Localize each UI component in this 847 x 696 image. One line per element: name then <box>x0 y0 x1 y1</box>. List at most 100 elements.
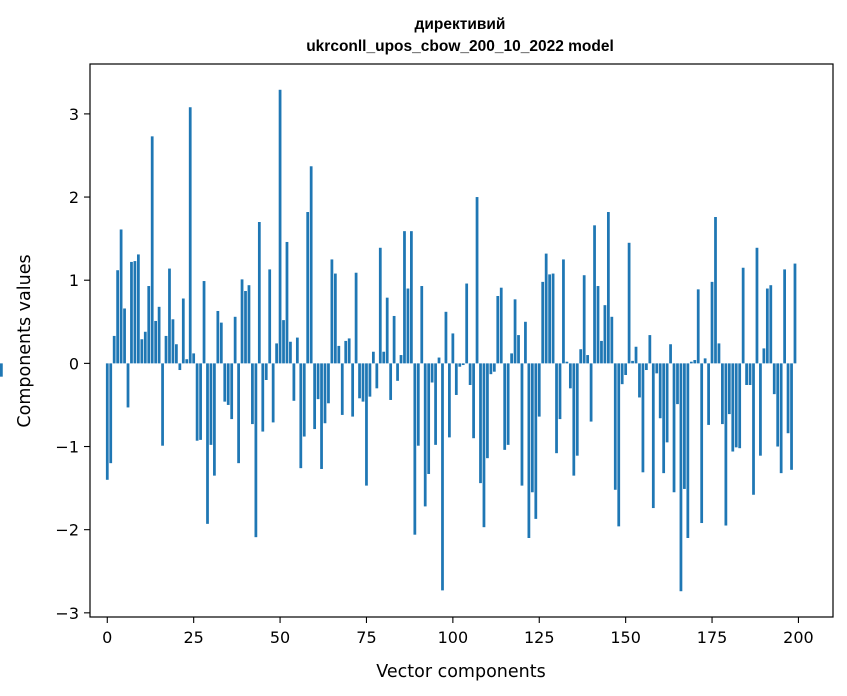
bar-29 <box>206 363 209 524</box>
bar-92 <box>423 363 427 507</box>
bar-81 <box>385 297 389 364</box>
bar-105 <box>468 363 472 385</box>
bar-64 <box>327 363 330 404</box>
bar-24 <box>188 107 192 364</box>
bar-194 <box>776 363 780 447</box>
bar-100 <box>451 333 455 364</box>
bar-140 <box>589 363 593 422</box>
bar-166 <box>679 363 683 592</box>
bar-3 <box>116 270 120 364</box>
bar-132 <box>562 259 565 364</box>
bar-26 <box>195 363 199 441</box>
bar-176 <box>714 217 717 364</box>
bar-107 <box>475 197 479 364</box>
bar-146 <box>610 316 614 364</box>
bar-59 <box>309 166 313 364</box>
bar-36 <box>230 363 234 420</box>
bar-103 <box>461 363 465 366</box>
bar-9 <box>137 254 140 364</box>
bar-191 <box>765 288 769 364</box>
bar-53 <box>289 341 292 364</box>
y-tick-label: 2 <box>69 188 79 207</box>
plot-area-frame <box>89 63 834 618</box>
bar-50 <box>278 89 282 364</box>
bar-14 <box>154 320 158 364</box>
bar-0 <box>105 363 109 480</box>
bar-65 <box>330 259 334 364</box>
bar-113 <box>496 296 500 364</box>
bar-128 <box>548 274 551 364</box>
bar-69 <box>344 340 348 364</box>
bar-136 <box>575 363 579 456</box>
x-tick-label: 125 <box>524 628 555 647</box>
bar-164 <box>672 363 676 493</box>
bar-155 <box>641 363 645 473</box>
x-axis-ticks: 0 25 50 75 100 125 150 175 200 <box>102 617 814 647</box>
bar-21 <box>178 363 182 371</box>
bar-119 <box>517 335 520 364</box>
bar-54 <box>292 363 296 401</box>
bar-114 <box>499 287 503 364</box>
bar-168 <box>686 363 690 538</box>
bar-23 <box>185 359 189 364</box>
bar-44 <box>257 222 261 364</box>
bar-71 <box>351 363 355 417</box>
bar-45 <box>261 363 265 432</box>
bar-82 <box>389 363 393 400</box>
bar-49 <box>275 343 278 364</box>
bar-154 <box>638 363 641 398</box>
chart-title-line2: ukrconll_upos_cbow_200_10_2022 model <box>306 38 614 55</box>
bar-198 <box>790 363 793 470</box>
bar-180 <box>727 363 731 415</box>
bars-group <box>0 89 797 592</box>
bar-157 <box>648 335 652 364</box>
bar-167 <box>683 363 686 489</box>
bar-20 <box>175 344 178 364</box>
x-tick-label: 100 <box>438 628 469 647</box>
bar-74 <box>361 363 365 402</box>
bar-16 <box>161 363 164 446</box>
bar-135 <box>572 363 576 476</box>
bar-58 <box>306 212 310 364</box>
bar-66 <box>333 273 337 364</box>
bar-116 <box>506 363 510 445</box>
bar-175 <box>710 281 714 364</box>
bar-196 <box>783 269 786 364</box>
bar-77 <box>371 351 375 364</box>
bar-25 <box>192 353 196 364</box>
bar-121 <box>524 321 527 364</box>
bar-17 <box>164 335 168 364</box>
y-tick-label: −3 <box>55 604 79 623</box>
bar-101 <box>454 363 458 395</box>
bar-18 <box>168 268 171 364</box>
bar-182 <box>734 363 738 448</box>
bar-148 <box>617 363 621 527</box>
bar-93 <box>427 363 431 474</box>
bar-99 <box>448 363 451 438</box>
bar-86 <box>403 231 406 364</box>
y-axis-label: Components values <box>15 254 35 427</box>
bar-95 <box>434 363 437 445</box>
bar-62 <box>320 363 323 469</box>
bar-52 <box>285 241 289 364</box>
bar-88 <box>410 231 413 364</box>
bar-133 <box>565 361 569 364</box>
x-tick-label: 50 <box>270 628 290 647</box>
bar-83 <box>392 315 396 364</box>
bar-12 <box>147 286 151 364</box>
x-tick-label: 150 <box>610 628 641 647</box>
bar-142 <box>596 286 600 364</box>
bar-159 <box>655 363 659 374</box>
y-tick-label: 0 <box>69 354 79 373</box>
bar-139 <box>586 355 590 364</box>
bar-149 <box>620 363 624 385</box>
bar-4 <box>119 229 123 364</box>
bar-11 <box>143 331 147 364</box>
bar-151 <box>627 242 631 364</box>
bar-61 <box>316 363 320 400</box>
bar-98 <box>444 311 448 364</box>
bar-41 <box>247 285 251 364</box>
bar-13 <box>150 136 154 364</box>
bar-170 <box>693 360 697 364</box>
bar-143 <box>600 340 603 364</box>
